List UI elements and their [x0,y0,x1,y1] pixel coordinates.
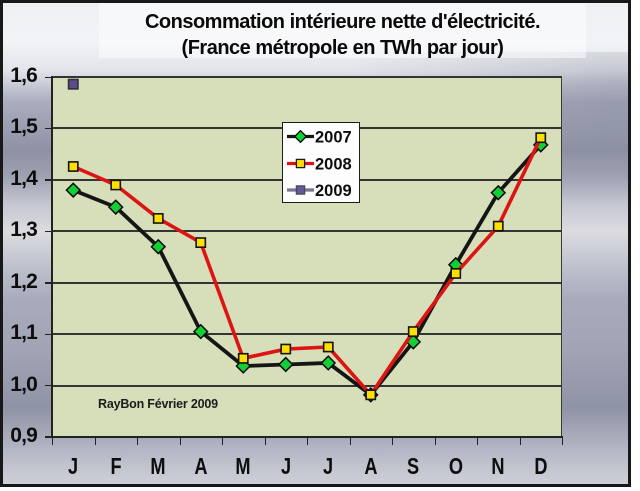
svg-text:2008: 2008 [315,156,352,174]
svg-text:2009: 2009 [315,182,352,200]
svg-text:2007: 2007 [315,129,352,147]
